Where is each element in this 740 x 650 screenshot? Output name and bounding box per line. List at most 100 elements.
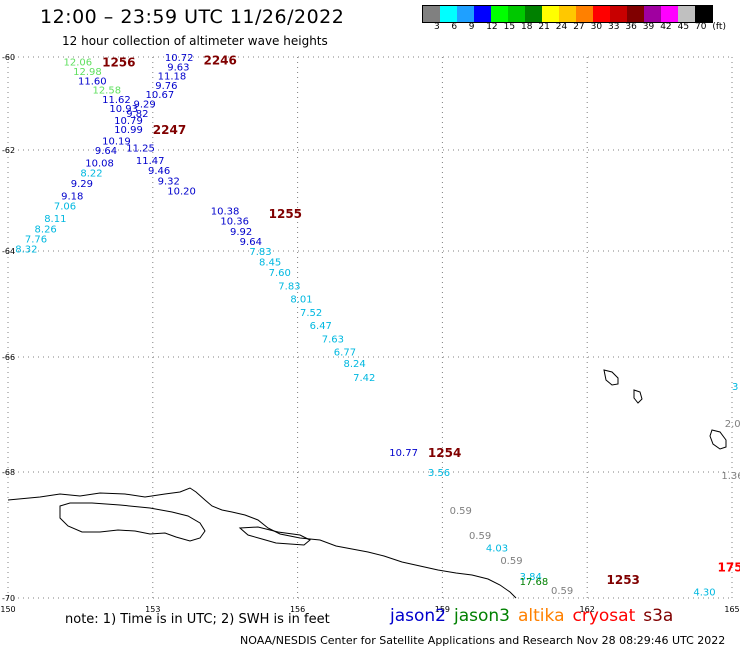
swh-labels: 12.0612.9811.6012.5811.6210.9310.729.631… — [15, 53, 740, 599]
colorbar-swatch — [576, 6, 593, 22]
swh-label: 0.59 — [500, 556, 522, 567]
colorbar-swatch — [610, 6, 627, 22]
time-label: 1256 — [102, 56, 135, 70]
swh-label: 0.59 — [450, 506, 472, 517]
swh-label: 9.18 — [61, 191, 83, 202]
swh-label: 7.83 — [278, 281, 300, 292]
colorbar-label: 39 — [642, 22, 655, 32]
time-label: 1255 — [269, 207, 302, 221]
colorbar-label: 9 — [468, 22, 475, 32]
colorbar-swatch — [559, 6, 576, 22]
swh-label: 8.24 — [343, 359, 365, 370]
colorbar-swatch — [508, 6, 525, 22]
colorbar-swatch — [627, 6, 644, 22]
satellite-legend-item: s3a — [643, 606, 674, 626]
swh-label: 10.99 — [114, 125, 143, 136]
lon-tick-label: 159 — [435, 605, 450, 614]
colorbar-label: 30 — [590, 22, 603, 32]
swh-label: 10.19 — [102, 137, 131, 148]
swh-label: 9.46 — [148, 166, 170, 177]
swh-label: 9.82 — [126, 109, 148, 120]
swh-label: 10.20 — [167, 186, 196, 197]
colorbar-swatch — [542, 6, 559, 22]
island-outline — [709, 429, 727, 450]
swh-label: 11.47 — [136, 156, 165, 167]
colorbar-label: 70 — [695, 22, 707, 32]
colorbar-swatch — [644, 6, 661, 22]
colorbar-label: 33 — [608, 22, 620, 32]
island-outline — [603, 369, 619, 386]
satellite-legend-item: jason3 — [454, 606, 510, 626]
time-label: 175 — [718, 561, 740, 575]
swh-label: 4.30 — [693, 588, 715, 599]
lon-tick-label: 165 — [724, 605, 739, 614]
swh-label: 8.26 — [35, 224, 57, 235]
swh-label: 9.64 — [95, 146, 117, 157]
colorbar-swatch — [457, 6, 474, 22]
lon-tick-label: 150 — [0, 605, 15, 614]
lat-tick-label: -60 — [2, 53, 15, 62]
colorbar-label: 36 — [625, 22, 637, 32]
swh-label: 8.22 — [80, 169, 102, 180]
satellite-legend-item: altika — [518, 606, 565, 626]
lat-tick-label: -66 — [2, 353, 15, 362]
colorbar-label: 18 — [521, 22, 533, 32]
swh-label: 6.47 — [310, 321, 332, 332]
swh-label: 7.63 — [322, 334, 344, 345]
lat-tick-label: -70 — [2, 594, 15, 603]
swh-label: 7.76 — [25, 234, 47, 245]
swh-label: 11.60 — [78, 76, 107, 87]
colorbar-label: (ft) — [712, 22, 726, 32]
swh-label: 12.98 — [73, 67, 102, 78]
swh-label: 8.01 — [290, 295, 312, 306]
lat-tick-label: -62 — [2, 146, 15, 155]
lon-tick-label: 153 — [145, 605, 160, 614]
swh-label: 7.83 — [249, 247, 271, 258]
satellite-legend-item: jason2 — [390, 606, 446, 626]
lon-tick-label: 156 — [290, 605, 305, 614]
swh-label: 10.08 — [85, 159, 114, 170]
swh-label: 9.63 — [167, 62, 189, 73]
antarctic-coastline — [7, 487, 517, 599]
colorbar-label: 21 — [538, 22, 550, 32]
colorbar — [422, 5, 713, 23]
swh-label: 7.52 — [300, 308, 322, 319]
swh-label: 10.72 — [165, 53, 194, 64]
swh-label: 10.77 — [389, 448, 418, 459]
swh-label: 11.25 — [126, 144, 155, 155]
colorbar-swatch — [525, 6, 542, 22]
colorbar-label: 27 — [573, 22, 585, 32]
lon-tick-label: 162 — [580, 605, 595, 614]
satellite-legend: jason2 jason3 altika cryosat s3a — [390, 606, 681, 626]
colorbar-swatch — [661, 6, 678, 22]
grid-lines — [7, 56, 733, 599]
swh-label: 9.76 — [155, 81, 177, 92]
swh-label: 9.32 — [158, 176, 180, 187]
lat-tick-label: -68 — [2, 468, 15, 477]
swh-label: 7.42 — [353, 373, 375, 384]
island-outline — [633, 389, 643, 404]
swh-label: 12.06 — [64, 58, 93, 69]
swh-label: 3.56 — [428, 468, 450, 479]
time-label: 2247 — [153, 123, 186, 137]
swh-label: 9.29 — [133, 100, 155, 111]
coastline — [7, 369, 727, 599]
swh-label: 8.11 — [44, 214, 66, 225]
swh-label: 1.36 — [721, 471, 740, 482]
time-label: 1254 — [428, 446, 461, 460]
swh-label: 6.77 — [334, 348, 356, 359]
swh-label: 11.18 — [158, 72, 187, 83]
colorbar-swatch — [440, 6, 457, 22]
page-subtitle: 12 hour collection of altimeter wave hei… — [62, 34, 328, 48]
swh-label: 11.62 — [102, 95, 131, 106]
swh-label: 3 — [732, 382, 738, 393]
swh-label: 0.59 — [469, 531, 491, 542]
colorbar-label: 15 — [503, 22, 516, 32]
colorbar-label: 3 — [434, 22, 440, 32]
page-title: 12:00 – 23:59 UTC 11/26/2022 — [40, 6, 345, 28]
lat-tick-label: -64 — [2, 247, 15, 256]
swh-label: 10.38 — [211, 207, 240, 218]
colorbar-label: 24 — [555, 22, 568, 32]
swh-label: 7.60 — [269, 268, 291, 279]
